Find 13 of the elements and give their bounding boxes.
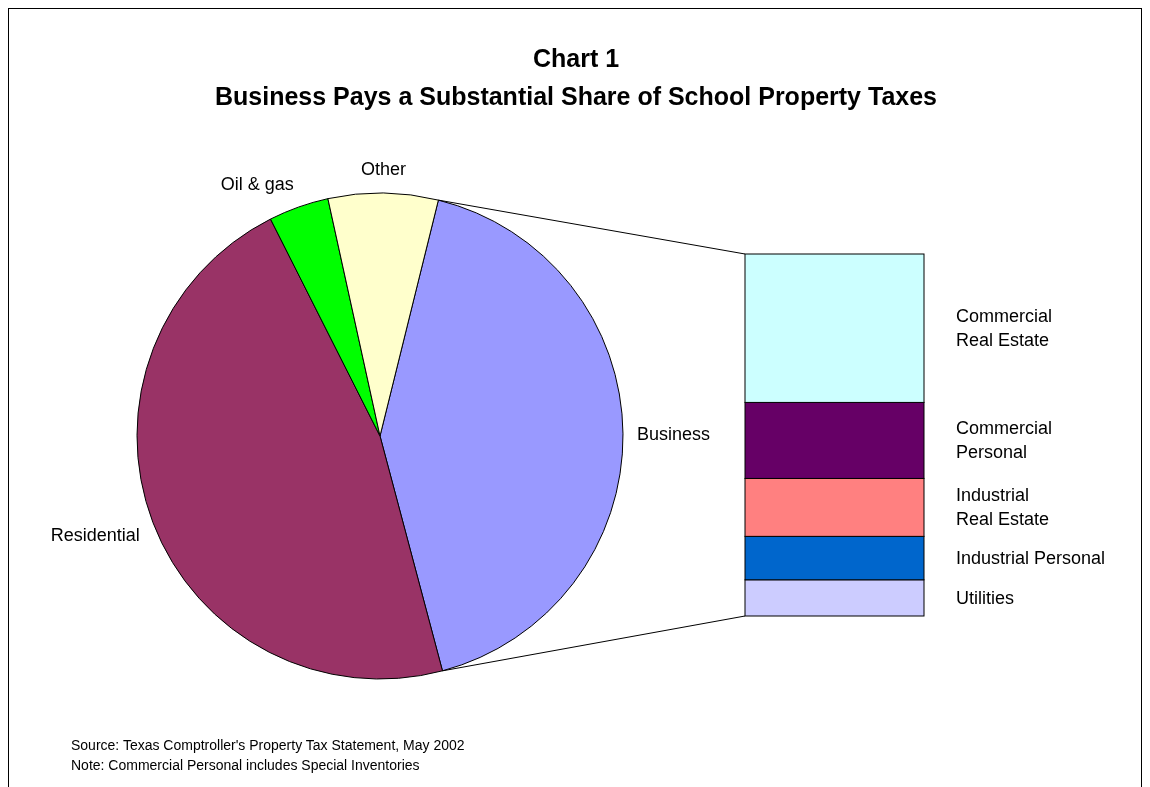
series-label: Utilities [956, 587, 1015, 608]
chart-title: Chart 1 [532, 44, 620, 72]
text: Note: Commercial Personal includes Special Inventories [71, 757, 420, 773]
series-label: Industrial Personal [956, 548, 1106, 569]
slice-label: Other [360, 159, 406, 180]
series-label: Industrial Real Estate [956, 485, 1050, 530]
source-note: Source: Texas Comptroller's Property Tax Statement, May 2002 [71, 737, 465, 753]
slice-label: Oil & gas [220, 173, 294, 194]
series-label: Commercial Real Estate [956, 306, 1053, 351]
chart-subtitle: Business Pays a Substantial Share of School Property Taxes [214, 82, 938, 110]
series-label: Commercial Personal [956, 418, 1053, 463]
slice-label: Residential [50, 525, 140, 546]
slice-label: Business [636, 423, 711, 444]
